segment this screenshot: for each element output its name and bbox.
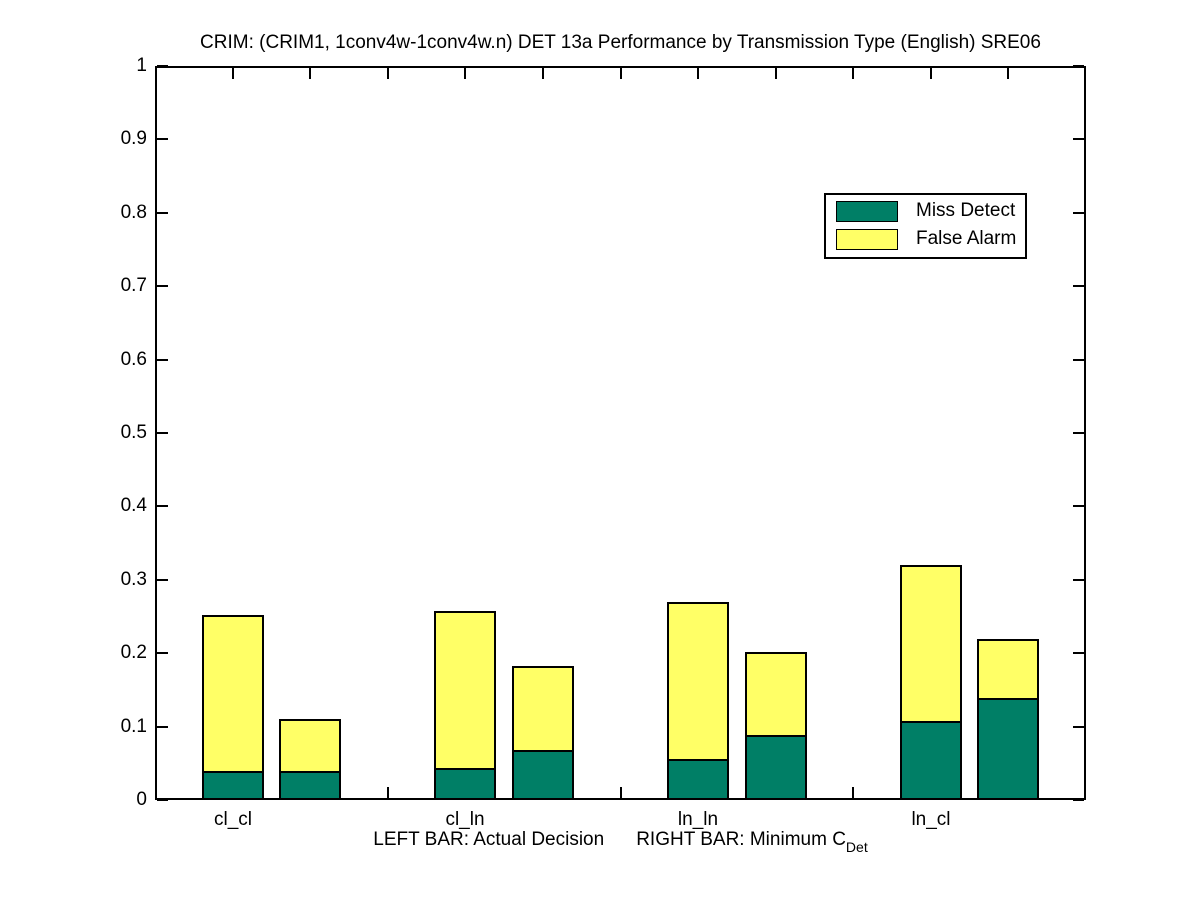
legend-item-false-alarm: False Alarm bbox=[836, 228, 1016, 250]
y-tick-label: 0.1 bbox=[120, 716, 147, 737]
y-tick-label: 0.9 bbox=[120, 128, 147, 149]
y-tick-right bbox=[1073, 285, 1084, 287]
y-tick-right bbox=[1073, 726, 1084, 728]
y-tick-right bbox=[1073, 212, 1084, 214]
y-tick-label: 0.8 bbox=[120, 202, 147, 223]
y-tick-left bbox=[157, 799, 168, 801]
x-tick-top bbox=[930, 68, 932, 79]
y-tick-left bbox=[157, 726, 168, 728]
y-tick-right bbox=[1073, 359, 1084, 361]
x-category-label: ln_ln bbox=[677, 809, 719, 830]
y-tick-left bbox=[157, 138, 168, 140]
y-tick-right bbox=[1073, 138, 1084, 140]
x-category-label: cl_cl bbox=[213, 809, 252, 830]
x-tick-bottom bbox=[852, 787, 854, 798]
x-category-label: cl_ln bbox=[445, 809, 485, 830]
y-tick-label: 0.5 bbox=[120, 422, 147, 443]
x-axis-label-subscript: Det bbox=[845, 839, 868, 855]
bar-segment-miss-detect bbox=[204, 771, 262, 798]
x-axis-label-right: RIGHT BAR: Minimum C bbox=[636, 829, 846, 850]
y-tick-label: 0 bbox=[136, 789, 147, 810]
x-tick-top bbox=[464, 68, 466, 79]
x-tick-top bbox=[852, 68, 854, 79]
false-alarm-swatch bbox=[836, 228, 898, 250]
chart-title: CRIM: (CRIM1, 1conv4w-1conv4w.n) DET 13a… bbox=[200, 32, 1041, 53]
y-tick-label: 0.7 bbox=[120, 275, 147, 296]
x-tick-top bbox=[697, 68, 699, 79]
y-tick-right bbox=[1073, 65, 1084, 67]
x-tick-top bbox=[620, 68, 622, 79]
bar-ln_cl-minimum-cdet bbox=[977, 639, 1039, 800]
y-tick-right bbox=[1073, 432, 1084, 434]
bar-cl_cl-minimum-cdet bbox=[279, 719, 341, 800]
legend-item-miss-detect: Miss Detect bbox=[836, 200, 1015, 222]
x-tick-top bbox=[542, 68, 544, 79]
x-tick-top bbox=[387, 68, 389, 79]
y-tick-label: 0.6 bbox=[120, 349, 147, 370]
y-tick-left bbox=[157, 432, 168, 434]
bar-ln_ln-actual-decision bbox=[667, 602, 729, 800]
y-tick-left bbox=[157, 212, 168, 214]
x-tick-top bbox=[1007, 68, 1009, 79]
legend-label: False Alarm bbox=[916, 228, 1017, 249]
x-axis-label: LEFT BAR: Actual Decision RIGHT BAR: Mini… bbox=[155, 829, 1086, 855]
bar-cl_cl-actual-decision bbox=[202, 615, 264, 800]
legend-label: Miss Detect bbox=[916, 200, 1016, 221]
y-tick-right bbox=[1073, 799, 1084, 801]
bar-cl_ln-actual-decision bbox=[434, 611, 496, 800]
y-tick-right bbox=[1073, 579, 1084, 581]
axes-frame bbox=[155, 66, 1086, 800]
y-tick-label: 0.3 bbox=[120, 569, 147, 590]
y-tick-label: 0.4 bbox=[120, 495, 147, 516]
miss-detect-swatch bbox=[836, 200, 898, 222]
bar-segment-miss-detect bbox=[514, 750, 572, 798]
y-tick-left bbox=[157, 359, 168, 361]
x-axis-label-left: LEFT BAR: Actual Decision bbox=[373, 829, 605, 850]
y-tick-right bbox=[1073, 652, 1084, 654]
bar-ln_ln-minimum-cdet bbox=[745, 652, 807, 800]
x-tick-bottom bbox=[387, 787, 389, 798]
y-tick-right bbox=[1073, 505, 1084, 507]
y-tick-left bbox=[157, 579, 168, 581]
x-tick-top bbox=[309, 68, 311, 79]
bar-segment-miss-detect bbox=[747, 735, 805, 798]
x-tick-top bbox=[232, 68, 234, 79]
x-category-label: ln_cl bbox=[911, 809, 951, 830]
bar-segment-miss-detect bbox=[669, 759, 727, 798]
x-tick-top bbox=[775, 68, 777, 79]
bar-segment-miss-detect bbox=[979, 698, 1037, 798]
bar-cl_ln-minimum-cdet bbox=[512, 666, 574, 800]
legend: Miss Detect False Alarm bbox=[824, 193, 1027, 259]
y-tick-left bbox=[157, 65, 168, 67]
y-tick-label: 1 bbox=[136, 55, 147, 76]
x-tick-bottom bbox=[620, 787, 622, 798]
y-tick-left bbox=[157, 652, 168, 654]
y-tick-left bbox=[157, 505, 168, 507]
bar-segment-miss-detect bbox=[281, 771, 339, 798]
plot-area: 0 0.1 0.2 0.3 0.4 0.5 0.6 0.7 0.8 0.9 1 cl_cl cl_ln l… bbox=[121, 55, 1086, 830]
y-tick-left bbox=[157, 285, 168, 287]
bar-ln_cl-actual-decision bbox=[900, 565, 962, 800]
bar-segment-miss-detect bbox=[436, 768, 494, 798]
bar-segment-miss-detect bbox=[902, 721, 960, 798]
y-tick-label: 0.2 bbox=[120, 642, 147, 663]
